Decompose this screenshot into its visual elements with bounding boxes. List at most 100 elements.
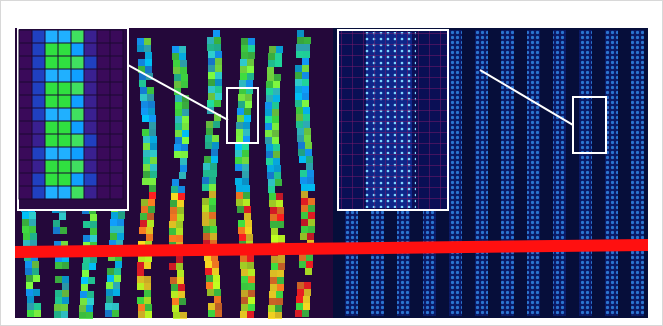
- pixel: [202, 205, 209, 212]
- inset-cell: [58, 30, 71, 43]
- pixel: [215, 310, 222, 317]
- pixel: [266, 151, 273, 158]
- pixel: [278, 256, 285, 263]
- pixel: [208, 65, 215, 72]
- inset-cell: [19, 160, 32, 173]
- pixel: [149, 122, 156, 129]
- pixel: [295, 100, 302, 107]
- pixel: [236, 129, 243, 136]
- pixel: [86, 305, 93, 312]
- pixel: [271, 235, 278, 242]
- pixel: [297, 289, 304, 296]
- pixel: [83, 221, 90, 228]
- pixel: [274, 172, 281, 179]
- pixel: [206, 275, 213, 282]
- pixel: [182, 137, 189, 144]
- pixel: [247, 73, 254, 80]
- pixel: [139, 80, 146, 87]
- dot-stripe: [449, 30, 462, 316]
- pixel: [270, 284, 277, 291]
- pixel: [208, 72, 215, 79]
- pixel: [301, 212, 308, 219]
- pixel: [244, 213, 251, 220]
- pixel: [238, 227, 245, 234]
- pixel: [245, 101, 252, 108]
- dot-stripe: [553, 30, 566, 316]
- pixel: [304, 128, 311, 135]
- inset-cell: [32, 108, 45, 121]
- pixel: [148, 101, 155, 108]
- pixel: [143, 143, 150, 150]
- pixel: [174, 144, 181, 151]
- pixel: [106, 289, 113, 296]
- pixel: [210, 163, 217, 170]
- pixel: [54, 304, 61, 311]
- pixel: [237, 108, 244, 115]
- pixel: [115, 261, 122, 268]
- pixel: [180, 67, 187, 74]
- dot-stripe: [631, 30, 644, 316]
- inset-cell: [45, 82, 58, 95]
- pixel: [305, 268, 312, 275]
- pixel: [265, 130, 272, 137]
- pixel: [27, 310, 34, 317]
- pixel: [214, 44, 221, 51]
- pixel: [301, 191, 308, 198]
- inset-cell: [32, 121, 45, 134]
- pixel: [81, 277, 88, 284]
- inset-cell: [32, 43, 45, 56]
- pixel: [303, 44, 310, 51]
- pixel: [270, 221, 277, 228]
- pixel: [272, 102, 279, 109]
- pixel: [248, 52, 255, 59]
- inset-cell: [71, 82, 84, 95]
- pixel: [34, 310, 41, 317]
- pixel: [208, 303, 215, 310]
- pixel: [242, 157, 249, 164]
- pixel: [303, 107, 310, 114]
- pixel: [34, 303, 41, 310]
- pixel: [267, 172, 274, 179]
- pixel: [265, 123, 272, 130]
- pixel: [55, 290, 62, 297]
- pixel: [144, 45, 151, 52]
- pixel: [148, 206, 155, 213]
- pixel: [30, 233, 37, 240]
- pixel: [209, 205, 216, 212]
- inset-cell: [45, 108, 58, 121]
- pixel: [302, 310, 309, 317]
- pixel: [55, 262, 62, 269]
- pixel: [172, 53, 179, 60]
- pixel: [301, 184, 308, 191]
- pixel: [213, 282, 220, 289]
- pixel: [209, 198, 216, 205]
- dot-stripe: [527, 30, 540, 316]
- pixel: [296, 296, 303, 303]
- pixel: [272, 130, 279, 137]
- pixel: [241, 269, 248, 276]
- pixel: [240, 59, 247, 66]
- pixel: [240, 73, 247, 80]
- pixel: [170, 200, 177, 207]
- pixel: [297, 135, 304, 142]
- pixel: [178, 291, 185, 298]
- pixel: [141, 108, 148, 115]
- pixel: [22, 219, 29, 226]
- pixel: [240, 66, 247, 73]
- pixel: [297, 128, 304, 135]
- pixel: [243, 199, 250, 206]
- inset-cell: [19, 134, 32, 147]
- pixel: [175, 116, 182, 123]
- inset-cell: [84, 186, 97, 199]
- inset-cell: [71, 147, 84, 160]
- pixel: [213, 275, 220, 282]
- pixel: [182, 123, 189, 130]
- pixel: [173, 60, 180, 67]
- pixel: [137, 38, 144, 45]
- inset-cell: [110, 160, 123, 173]
- inset-grid: [339, 31, 447, 209]
- pixel: [238, 94, 245, 101]
- inset-cell: [71, 134, 84, 147]
- pixel: [214, 289, 221, 296]
- pixel: [296, 51, 303, 58]
